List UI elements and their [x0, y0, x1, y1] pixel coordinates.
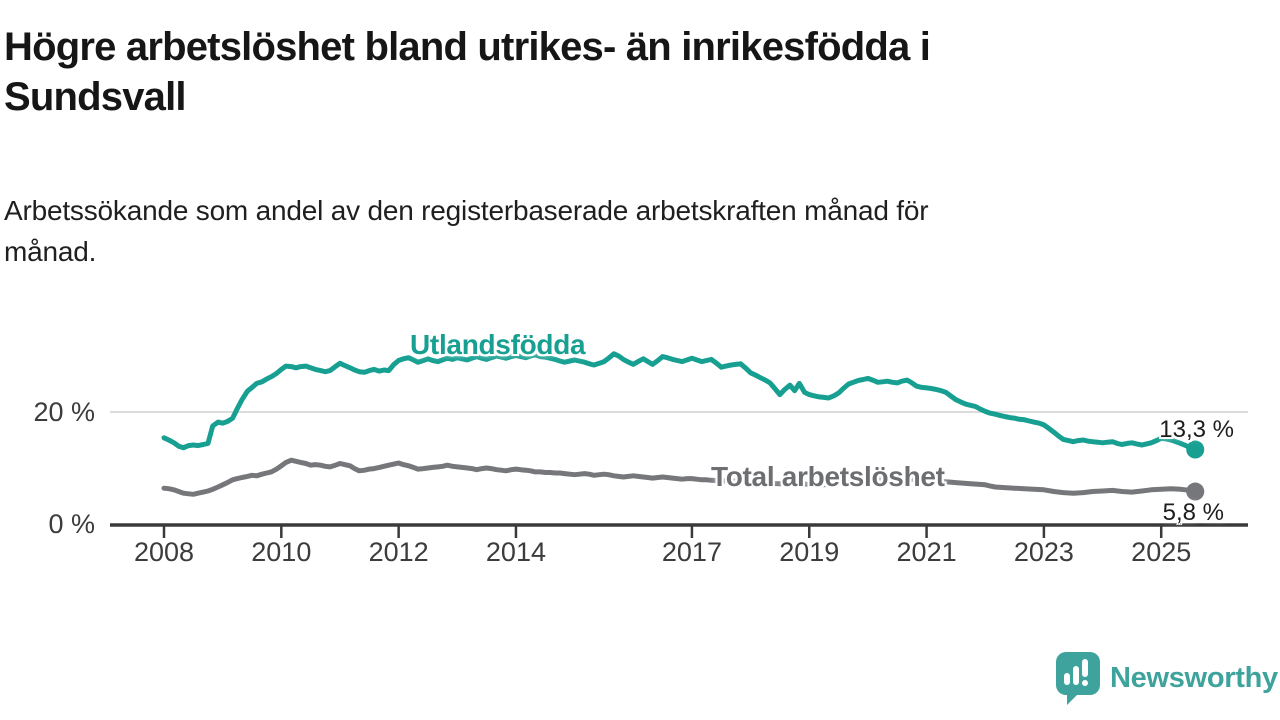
- series-label-total: Total arbetslöshet: [711, 461, 945, 492]
- y-tick-label: 0 %: [48, 509, 95, 539]
- page-title-line-1: Högre arbetslöshet bland utrikes- än inr…: [4, 25, 931, 69]
- page-title-line-2: Sundsvall: [4, 75, 187, 119]
- x-tick-label: 2019: [779, 537, 840, 567]
- x-tick-label: 2010: [251, 537, 312, 567]
- series-line: [161, 351, 1198, 452]
- x-tick-label: 2012: [368, 537, 429, 567]
- x-tick-label: 2023: [1013, 537, 1074, 567]
- series-line: [161, 457, 1198, 497]
- chart-subtitle-line-2: månad.: [4, 236, 97, 267]
- chart-subtitle: Arbetssökande som andel av den registerb…: [4, 190, 1274, 272]
- series-end-dot: [1186, 440, 1205, 459]
- newsworthy-wordmark: Newsworthy: [1110, 662, 1278, 694]
- newsworthy-chart-bubble-icon: [1056, 652, 1100, 705]
- newsworthy-logo: Newsworthy: [1054, 650, 1278, 706]
- x-tick-label: 2021: [896, 537, 957, 567]
- x-tick-label: 2008: [133, 537, 195, 567]
- series-end-value-label: 5,8 %: [1162, 499, 1224, 526]
- page-title: Högre arbetslöshet bland utrikes- än inr…: [4, 22, 1274, 122]
- x-tick-label: 2014: [485, 537, 546, 567]
- x-tick-label: 2025: [1131, 537, 1192, 567]
- series-end-dot: [1186, 482, 1205, 501]
- chart-subtitle-line-1: Arbetssökande som andel av den registerb…: [4, 195, 929, 226]
- series-label-utlandsfodda: Utlandsfödda: [410, 329, 586, 360]
- y-tick-label: 20 %: [33, 397, 95, 427]
- x-tick-label: 2017: [661, 537, 722, 567]
- series-end-value-label: 13,3 %: [1159, 416, 1234, 443]
